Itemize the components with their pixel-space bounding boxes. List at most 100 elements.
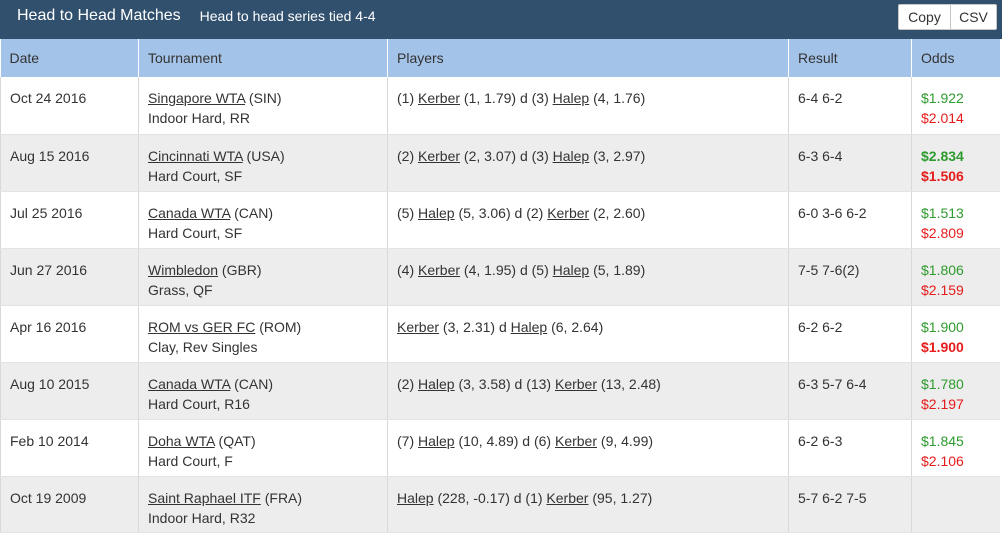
match-date: Apr 16 2016 <box>10 318 87 335</box>
loser-seed: (13) <box>526 375 555 392</box>
tournament-link[interactable]: Canada WTA <box>148 204 231 221</box>
winner-player-link[interactable]: Kerber <box>418 261 461 278</box>
loser-seed: (5) <box>531 261 553 278</box>
loser-rank-odds: (95, 1.27) <box>588 489 653 506</box>
tournament-cell: Doha WTA (QAT) Hard Court, F <box>138 419 388 477</box>
table-row: Oct 19 2009 Saint Raphael ITF (FRA) Indoor… <box>0 476 1000 533</box>
winner-seed: (1) <box>397 90 418 106</box>
tournament-country: (CAN) <box>230 375 274 392</box>
result-cell: 6-3 5-7 6-4 <box>788 362 912 420</box>
winner-player-link[interactable]: Kerber <box>418 147 461 164</box>
winner-rank-odds: (228, -0.17) d <box>433 489 526 506</box>
loser-rank-odds: (9, 4.99) <box>597 432 654 449</box>
table-row: Jul 25 2016 Canada WTA (CAN) Hard Court, S… <box>0 191 1000 249</box>
winner-player-link[interactable]: Kerber <box>418 90 461 106</box>
players-cell: (5) Halep (5, 3.06) d (2) Kerber (2, 2.6… <box>387 191 789 249</box>
date-cell: Jun 27 2016 <box>0 248 139 306</box>
tournament-link[interactable]: ROM vs GER FC <box>148 318 256 335</box>
date-cell: Oct 19 2009 <box>0 476 139 533</box>
series-summary: Head to head series tied 4-4 <box>199 7 376 24</box>
tournament-surface-round: Hard Court, R16 <box>148 395 250 412</box>
loser-player-link[interactable]: Kerber <box>546 489 589 506</box>
tournament-surface-round: Grass, QF <box>148 281 213 298</box>
match-score: 6-2 6-2 <box>798 318 843 335</box>
winner-player-link[interactable]: Halep <box>418 375 455 392</box>
column-header-players[interactable]: Players <box>387 39 789 77</box>
match-score: 6-0 3-6 6-2 <box>798 204 867 221</box>
winner-rank-odds: (2, 3.07) d <box>460 147 532 164</box>
winner-player-link[interactable]: Halep <box>418 204 455 221</box>
winner-rank-odds: (4, 1.95) d <box>460 261 532 278</box>
loser-player-link[interactable]: Kerber <box>547 204 590 221</box>
tournament-link[interactable]: Wimbledon <box>148 261 219 278</box>
match-score: 6-2 6-3 <box>798 432 843 449</box>
winner-odds: $1.806 <box>921 261 964 278</box>
result-cell: 6-4 6-2 <box>788 77 912 135</box>
winner-player-link[interactable]: Halep <box>397 489 434 506</box>
tournament-link[interactable]: Canada WTA <box>148 375 231 392</box>
loser-odds: $2.197 <box>921 395 964 412</box>
players-cell: (7) Halep (10, 4.89) d (6) Kerber (9, 4.… <box>387 419 789 477</box>
copy-button[interactable]: Copy <box>898 4 951 30</box>
loser-player-link[interactable]: Halep <box>552 90 590 106</box>
match-score: 6-3 5-7 6-4 <box>798 375 867 392</box>
winner-player-link[interactable]: Halep <box>418 432 455 449</box>
loser-player-link[interactable]: Halep <box>510 318 548 335</box>
tournament-country: (QAT) <box>214 432 256 449</box>
tournament-surface-round: Indoor Hard, R32 <box>148 509 256 526</box>
match-date: Jun 27 2016 <box>10 261 88 278</box>
odds-cell: $1.900 $1.900 <box>911 305 1000 363</box>
winner-rank-odds: (1, 1.79) d <box>460 90 532 106</box>
tournament-link[interactable]: Singapore WTA <box>148 90 246 106</box>
loser-player-link[interactable]: Halep <box>552 147 590 164</box>
winner-odds: $1.922 <box>921 90 964 106</box>
loser-odds: $2.106 <box>921 452 964 469</box>
tournament-link[interactable]: Cincinnati WTA <box>148 147 243 164</box>
tournament-cell: Canada WTA (CAN) Hard Court, SF <box>138 191 388 249</box>
winner-seed: (2) <box>397 375 418 392</box>
table-row: Oct 24 2016 Singapore WTA (SIN) Indoor Har… <box>0 77 1000 135</box>
tournament-cell: Canada WTA (CAN) Hard Court, R16 <box>138 362 388 420</box>
winner-odds: $1.845 <box>921 432 964 449</box>
export-button-group: Copy CSV <box>898 4 997 30</box>
column-header-odds[interactable]: Odds <box>911 39 1000 77</box>
odds-cell: $2.834 $1.506 <box>911 134 1000 192</box>
tournament-surface-round: Hard Court, F <box>148 452 233 469</box>
players-cell: Halep (228, -0.17) d (1) Kerber (95, 1.2… <box>387 476 789 533</box>
tournament-link[interactable]: Doha WTA <box>148 432 215 449</box>
players-cell: (4) Kerber (4, 1.95) d (5) Halep (5, 1.8… <box>387 248 789 306</box>
page-title: Head to Head Matches <box>17 6 181 24</box>
tournament-surface-round: Clay, Rev Singles <box>148 338 258 355</box>
header-bar: Head to Head Matches Head to head series… <box>0 0 1002 39</box>
loser-rank-odds: (6, 2.64) <box>547 318 604 335</box>
winner-rank-odds: (5, 3.06) d <box>454 204 527 221</box>
column-header-date[interactable]: Date <box>0 39 139 77</box>
match-score: 5-7 6-2 7-5 <box>798 489 867 506</box>
match-date: Oct 19 2009 <box>10 489 87 506</box>
winner-seed: (2) <box>397 147 418 164</box>
loser-player-link[interactable]: Kerber <box>554 432 598 449</box>
csv-button[interactable]: CSV <box>951 4 997 30</box>
match-score: 6-3 6-4 <box>798 147 843 164</box>
match-score: 6-4 6-2 <box>798 90 843 106</box>
loser-player-link[interactable]: Kerber <box>554 375 598 392</box>
date-cell: Feb 10 2014 <box>0 419 139 477</box>
odds-cell: $1.513 $2.809 <box>911 191 1000 249</box>
tournament-link[interactable]: Saint Raphael ITF <box>148 489 261 506</box>
column-header-result[interactable]: Result <box>788 39 912 77</box>
match-date: Aug 10 2015 <box>10 375 90 392</box>
tournament-country: (GBR) <box>218 261 262 278</box>
players-cell: (2) Kerber (2, 3.07) d (3) Halep (3, 2.9… <box>387 134 789 192</box>
loser-player-link[interactable]: Halep <box>552 261 590 278</box>
loser-seed: (1) <box>525 489 547 506</box>
column-header-tournament[interactable]: Tournament <box>138 39 388 77</box>
winner-seed: (4) <box>397 261 418 278</box>
tournament-country: (CAN) <box>230 204 274 221</box>
table-body: Oct 24 2016 Singapore WTA (SIN) Indoor Har… <box>0 77 1000 533</box>
odds-cell: $1.780 $2.197 <box>911 362 1000 420</box>
date-cell: Aug 15 2016 <box>0 134 139 192</box>
winner-odds: $1.780 <box>921 375 964 392</box>
winner-player-link[interactable]: Kerber <box>397 318 440 335</box>
date-cell: Aug 10 2015 <box>0 362 139 420</box>
players-cell: Kerber (3, 2.31) d Halep (6, 2.64) <box>387 305 789 363</box>
